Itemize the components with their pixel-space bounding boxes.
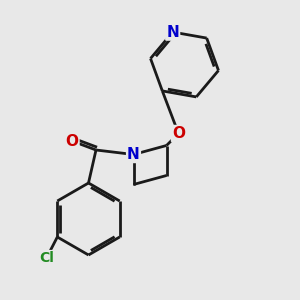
Text: O: O [65,134,79,148]
Text: Cl: Cl [39,251,54,265]
Text: N: N [127,147,140,162]
Text: N: N [166,25,179,40]
Text: O: O [172,126,185,141]
